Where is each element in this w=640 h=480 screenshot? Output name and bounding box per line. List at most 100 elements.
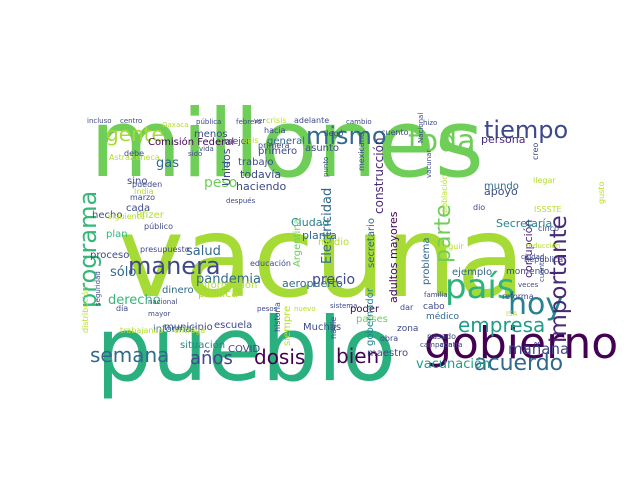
- word-hacia: hacia: [264, 126, 286, 135]
- word-construccion: construcción: [372, 137, 386, 214]
- word-tiempo: tiempo: [484, 116, 568, 144]
- word-pueblo: pueblo: [96, 298, 396, 401]
- word-sistema: sistema: [330, 302, 357, 310]
- word-anos: años: [190, 348, 233, 369]
- word-republica: República: [524, 255, 563, 264]
- word-general: general: [267, 136, 305, 147]
- word-mexicano: mexicano: [357, 132, 366, 171]
- word-problema: problema: [421, 237, 432, 285]
- word-astrazeneca: AstraZeneca: [109, 153, 160, 162]
- word-acuerdo: acuerdo: [474, 351, 563, 376]
- word-primero: primero: [258, 146, 297, 157]
- word-primera: primera: [258, 141, 290, 150]
- word-manana: mañana: [508, 340, 569, 358]
- word-solo: sólo: [110, 265, 136, 280]
- word-poder: poder: [350, 304, 380, 315]
- word-isa: ISA: [506, 310, 518, 318]
- word-gobernador: gobernador: [365, 287, 376, 346]
- word-nuevo: nuevo: [294, 305, 316, 313]
- word-hoy: hoy: [508, 287, 563, 322]
- word-plan: plan: [106, 229, 128, 240]
- word-contra: contra: [440, 341, 462, 349]
- word-punto: punto: [322, 157, 330, 177]
- word-nadie: nadie: [329, 317, 338, 339]
- word-hizo: hizo: [423, 119, 437, 127]
- word-derecho: derecho: [108, 293, 161, 308]
- word-precio: precio: [312, 272, 355, 288]
- word-campana: campaña: [420, 341, 452, 349]
- word-aeropuerto: aeropuerto: [282, 277, 343, 290]
- word-corrupcion: corrupción: [522, 220, 535, 278]
- word-pesos: pesos: [257, 305, 278, 313]
- word-dosis: dosis: [254, 345, 305, 369]
- word-gente: gente: [106, 122, 164, 146]
- word-parte: parte: [431, 204, 456, 263]
- word-debe: debe: [124, 149, 144, 158]
- word-publico: público: [144, 222, 173, 231]
- word-ciudad: Ciudad: [291, 216, 329, 229]
- word-adultos-mayores: adultos mayores: [387, 211, 400, 303]
- word-cada: cada: [126, 203, 150, 214]
- word-siempre: siempre: [282, 306, 293, 346]
- word-dinero: dinero: [162, 285, 194, 296]
- word-india: India: [134, 187, 154, 196]
- word-distribucion: distribución: [80, 286, 90, 333]
- word-historia: historia: [273, 302, 282, 332]
- word-programa: programa: [74, 191, 102, 308]
- word-politica: política: [198, 287, 238, 300]
- word-vida: vida: [199, 145, 214, 153]
- word-dio: dio: [473, 203, 485, 212]
- word-llego: llegó: [324, 128, 343, 138]
- word-empresa: empresa: [458, 313, 545, 337]
- word-educacion: educación: [250, 258, 291, 268]
- word-adelante: adelante: [294, 116, 329, 125]
- word-todavia: todavía: [240, 168, 281, 181]
- word-trabajando: trabajando: [120, 326, 164, 335]
- word-toda: toda: [408, 124, 476, 159]
- word-unidos: Unidos: [220, 148, 233, 186]
- word-medico: médico: [426, 311, 459, 322]
- word-dia: día: [116, 304, 128, 313]
- word-mundo: mundo: [484, 181, 519, 192]
- word-gusto: gusto: [597, 182, 606, 204]
- word-maestro: maestro: [367, 348, 408, 359]
- word-planta: planta: [302, 229, 337, 242]
- word-gas: gas: [156, 156, 179, 171]
- word-trabajo: trabajo: [238, 157, 274, 168]
- word-familia: familia: [424, 291, 448, 299]
- word-pandemia: pandemia: [196, 272, 261, 287]
- word-proceso: proceso: [90, 250, 129, 261]
- word-incluso: incluso: [87, 117, 112, 125]
- word-comision-federal: Comisión Federal: [148, 136, 234, 148]
- word-covid: COVID: [228, 344, 260, 355]
- word-hecho: hecho: [92, 210, 122, 221]
- word-cabo: cabo: [423, 302, 445, 312]
- word-entrega: entrega: [174, 326, 205, 335]
- word-haciendo: haciendo: [236, 180, 287, 193]
- word-seguir: seguir: [439, 242, 464, 251]
- word-mismo: mismo: [306, 122, 387, 150]
- word-centro: centro: [120, 117, 142, 125]
- word-seguridad: seguridad: [94, 271, 102, 306]
- word-presupuesto: presupuesto: [140, 245, 190, 254]
- word-ir: ir: [223, 160, 231, 171]
- word-menos: menos: [194, 129, 228, 140]
- word-persona: persona: [481, 133, 525, 146]
- word-sino: sino: [127, 176, 147, 187]
- word-vacunar: vacunar: [425, 150, 433, 178]
- word-nacional: Nacional: [417, 113, 425, 143]
- word-importante: importante: [546, 215, 572, 343]
- word-pueden: pueden: [132, 180, 162, 189]
- word-medio: medio: [318, 237, 349, 248]
- word-gobierno: gobierno: [424, 318, 618, 369]
- word-febrero: febrero: [236, 118, 261, 126]
- word-escuela: escuela: [214, 320, 252, 331]
- word-nacional: nacional: [148, 298, 178, 306]
- word-asunto: asunto: [305, 143, 339, 154]
- word-manera: manera: [128, 252, 221, 280]
- word-marzo: marzo: [130, 193, 155, 202]
- word-obra: obra: [380, 334, 398, 343]
- word-pasado: pasado: [427, 332, 456, 341]
- word-dar: dar: [400, 303, 414, 312]
